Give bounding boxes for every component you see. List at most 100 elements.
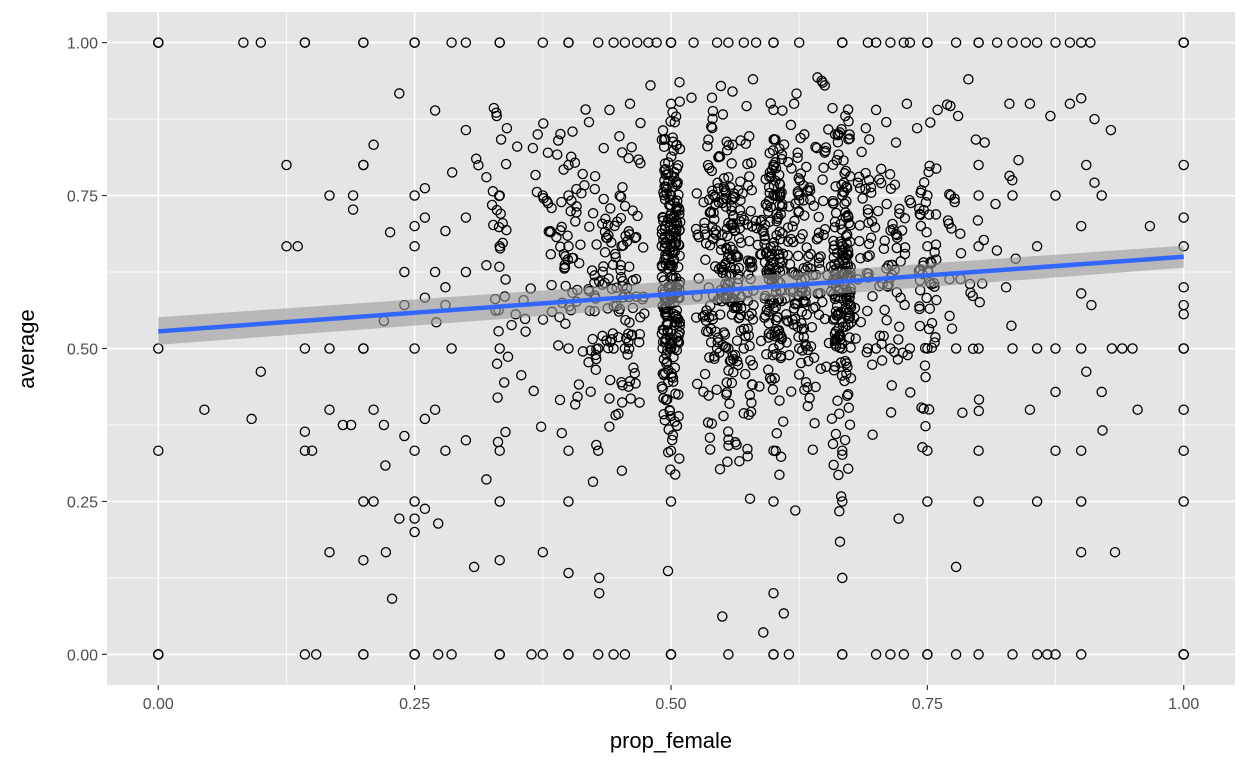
data-point xyxy=(837,445,848,456)
data-point xyxy=(815,251,826,262)
data-point xyxy=(732,251,744,263)
data-point xyxy=(699,309,711,321)
data-point xyxy=(931,294,942,306)
data-point xyxy=(879,304,890,316)
data-point xyxy=(670,310,682,321)
data-point xyxy=(429,266,441,278)
data-point xyxy=(835,218,846,230)
data-point xyxy=(590,364,602,376)
data-point xyxy=(756,248,767,260)
data-point xyxy=(746,221,758,232)
data-point xyxy=(598,193,609,205)
data-point xyxy=(759,234,771,245)
data-point xyxy=(805,248,816,260)
data-point xyxy=(602,219,614,231)
data-point xyxy=(614,131,625,142)
data-point xyxy=(914,301,925,312)
data-point xyxy=(1020,37,1032,48)
data-point xyxy=(693,231,705,243)
data-point xyxy=(409,220,420,232)
data-point xyxy=(706,121,717,132)
data-point xyxy=(394,88,405,99)
data-point xyxy=(800,339,811,350)
data-point xyxy=(706,418,718,429)
data-point xyxy=(584,221,595,232)
data-point xyxy=(608,37,619,48)
data-point xyxy=(619,649,631,660)
data-point xyxy=(409,190,420,201)
data-point xyxy=(717,611,728,622)
data-point xyxy=(609,248,621,260)
data-point xyxy=(842,361,853,373)
data-point xyxy=(623,152,634,164)
data-point xyxy=(1075,546,1087,558)
data-point xyxy=(659,238,671,249)
data-point xyxy=(698,196,709,208)
data-point xyxy=(623,343,635,355)
data-point xyxy=(657,343,668,354)
data-point xyxy=(409,343,420,354)
data-point xyxy=(481,474,492,485)
data-point xyxy=(922,190,933,201)
data-point xyxy=(609,220,620,232)
data-point xyxy=(979,137,990,148)
data-point xyxy=(399,266,410,278)
data-point xyxy=(738,214,750,226)
data-point xyxy=(834,408,845,419)
data-point xyxy=(878,243,890,255)
data-point xyxy=(746,256,757,267)
data-point xyxy=(686,92,697,103)
data-point xyxy=(869,222,881,233)
data-point xyxy=(704,444,716,455)
data-point xyxy=(704,432,716,443)
data-point xyxy=(1064,37,1076,48)
data-point xyxy=(624,98,636,110)
data-point xyxy=(870,37,882,48)
data-point xyxy=(842,210,854,222)
data-point xyxy=(721,145,733,156)
data-point xyxy=(793,37,805,48)
data-point xyxy=(530,169,541,181)
data-point xyxy=(368,496,379,507)
data-point xyxy=(674,453,685,464)
data-point xyxy=(1089,113,1100,125)
data-point xyxy=(703,390,714,401)
data-point xyxy=(409,526,420,538)
data-point xyxy=(923,404,935,415)
data-point xyxy=(862,207,874,219)
data-point xyxy=(810,381,821,393)
data-point xyxy=(764,167,776,178)
data-point xyxy=(625,393,636,404)
data-point xyxy=(1178,404,1189,415)
data-point xyxy=(864,134,875,145)
data-point xyxy=(795,132,806,144)
data-point xyxy=(358,554,369,566)
x-tick-label: 0.25 xyxy=(399,696,430,713)
data-point xyxy=(603,273,614,284)
data-point xyxy=(552,135,564,146)
data-point xyxy=(735,302,747,314)
data-point xyxy=(1045,110,1056,122)
data-point xyxy=(409,496,420,507)
data-point xyxy=(592,37,604,48)
data-point xyxy=(774,395,785,406)
data-point xyxy=(889,346,900,358)
data-point xyxy=(324,546,335,558)
data-point xyxy=(813,309,825,320)
data-point xyxy=(837,186,848,197)
data-point xyxy=(671,179,683,190)
data-point xyxy=(599,247,611,258)
data-point xyxy=(706,165,718,177)
data-point xyxy=(848,312,860,324)
data-point xyxy=(786,163,797,174)
data-point xyxy=(828,235,839,247)
data-point xyxy=(657,215,669,227)
data-point xyxy=(838,250,849,261)
data-point xyxy=(771,428,783,439)
data-point xyxy=(545,227,556,238)
data-point xyxy=(867,290,878,302)
data-point xyxy=(893,334,904,345)
data-point xyxy=(781,337,792,348)
x-axis-title: prop_female xyxy=(610,728,732,753)
data-point xyxy=(721,223,733,235)
